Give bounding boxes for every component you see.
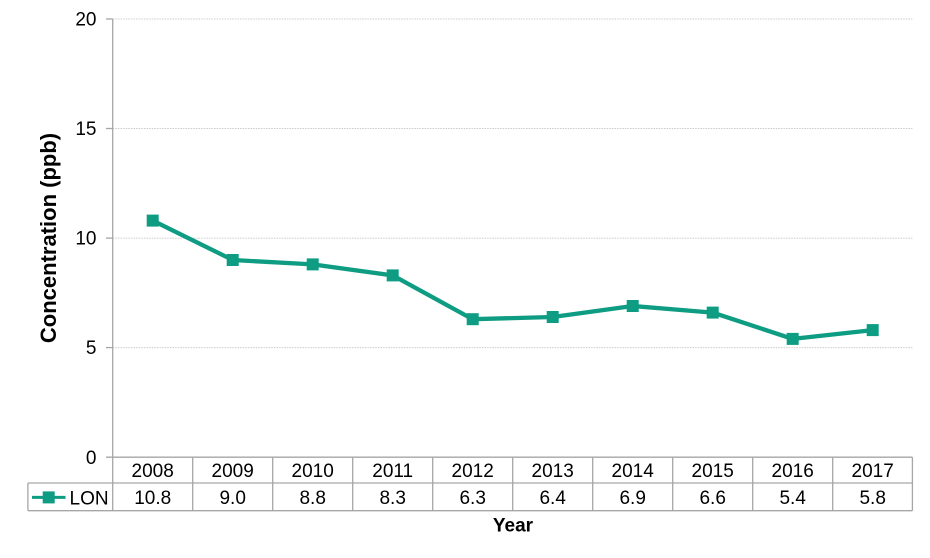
svg-text:2015: 2015 [692,461,734,482]
svg-text:2010: 2010 [292,461,334,482]
svg-text:6.9: 6.9 [619,488,645,509]
svg-text:2012: 2012 [452,461,494,482]
svg-text:6.4: 6.4 [539,488,566,509]
svg-text:Concentration (ppb): Concentration (ppb) [36,133,61,343]
svg-text:10.8: 10.8 [134,488,171,509]
svg-text:0: 0 [86,448,97,469]
svg-text:2013: 2013 [532,461,574,482]
svg-text:Year: Year [493,516,534,537]
svg-text:6.3: 6.3 [459,488,485,509]
svg-text:10: 10 [75,229,96,250]
svg-text:20: 20 [75,10,96,31]
svg-text:5.4: 5.4 [779,488,806,509]
svg-text:2011: 2011 [372,461,413,482]
svg-text:8.3: 8.3 [379,488,405,509]
svg-text:6.6: 6.6 [699,488,725,509]
svg-text:2017: 2017 [852,461,894,482]
svg-text:5: 5 [86,338,97,359]
svg-text:5.8: 5.8 [859,488,885,509]
svg-text:LON: LON [70,488,109,509]
svg-text:2014: 2014 [612,461,655,482]
svg-text:2016: 2016 [772,461,814,482]
svg-text:15: 15 [75,119,96,140]
svg-text:2008: 2008 [132,461,174,482]
svg-text:9.0: 9.0 [219,488,245,509]
svg-text:2009: 2009 [212,461,254,482]
svg-text:8.8: 8.8 [299,488,325,509]
